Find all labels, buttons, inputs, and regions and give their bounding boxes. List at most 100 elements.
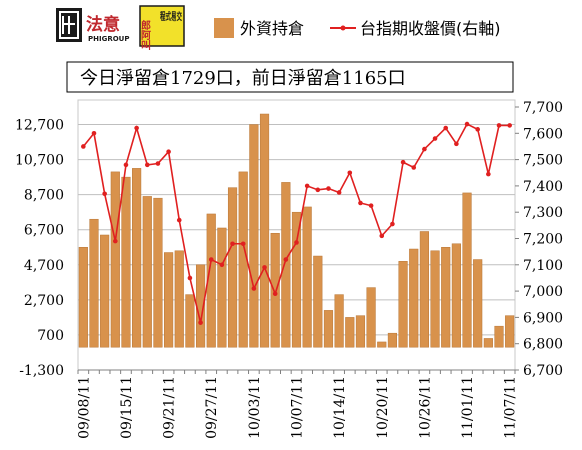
position-bar <box>473 259 483 348</box>
right-tick-label: 7,600 <box>523 126 563 142</box>
price-point <box>208 257 214 262</box>
position-bar <box>270 232 280 348</box>
legend: 外資持倉 台指期收盤價(右軸) <box>214 18 501 38</box>
right-tick-label: 7,500 <box>523 153 563 169</box>
x-tick-label: 09/21/11 <box>162 376 178 439</box>
price-point <box>272 291 278 297</box>
price-point <box>144 162 150 168</box>
position-bar <box>483 338 493 348</box>
right-tick-label: 7,000 <box>523 284 563 300</box>
left-tick-label: 8,700 <box>24 188 64 204</box>
position-bar <box>494 325 504 348</box>
x-tick-label: 09/27/11 <box>204 376 220 439</box>
left-tick-label: 2,700 <box>24 293 64 309</box>
price-point <box>507 123 512 128</box>
right-tick-label: 6,900 <box>523 310 563 326</box>
left-tick-label: 4,700 <box>24 258 64 274</box>
x-tick-label: 10/07/11 <box>290 376 306 439</box>
right-tick-label: 7,300 <box>523 205 563 221</box>
price-point <box>411 165 417 170</box>
price-point <box>464 121 470 127</box>
price-point <box>176 217 182 223</box>
chart-subtitle: 今日淨留倉1729口，前日淨留倉1165口 <box>80 68 406 89</box>
price-point <box>486 171 491 177</box>
right-tick-label: 6,800 <box>523 337 563 353</box>
stamp-left-text: 郎阿叫 <box>139 19 151 51</box>
position-bar <box>334 294 344 348</box>
price-point <box>454 141 459 147</box>
price-point <box>219 262 225 268</box>
price-point <box>134 125 139 131</box>
left-tick-label: -1,300 <box>19 363 64 379</box>
right-tick-label: 7,100 <box>523 258 563 274</box>
right-tick-label: 7,400 <box>523 179 563 195</box>
price-point <box>379 233 385 239</box>
stamp-logo: 郎阿叫 程式易交 <box>139 5 185 51</box>
position-bar <box>281 182 291 348</box>
position-bar <box>398 261 408 348</box>
x-tick-label: 10/20/11 <box>375 376 391 439</box>
position-bar <box>451 243 461 348</box>
position-bar <box>345 317 355 348</box>
position-bar <box>302 206 312 348</box>
price-point <box>475 127 480 132</box>
legend-line-label: 台指期收盤價(右軸) <box>360 19 501 38</box>
x-tick-label: 09/08/11 <box>76 376 92 439</box>
position-bar <box>313 255 323 348</box>
stamp-right-text: 程式易交 <box>160 10 182 23</box>
price-point <box>347 170 353 176</box>
position-bar <box>409 248 419 348</box>
price-point <box>262 265 267 270</box>
price-point <box>336 190 342 195</box>
position-bar <box>323 310 334 348</box>
position-bar <box>419 231 429 348</box>
price-point <box>155 161 161 166</box>
position-bar <box>387 332 398 348</box>
legend-bar-swatch <box>214 18 234 38</box>
x-tick-label: 11/01/11 <box>460 376 476 439</box>
left-tick-label: 700 <box>37 328 64 344</box>
position-bar <box>89 218 99 348</box>
x-tick-label: 10/14/11 <box>332 376 348 439</box>
legend-bar-label: 外資持倉 <box>240 19 304 38</box>
x-axis: 09/08/11 09/15/11 09/21/11 09/27/11 10/03/11… <box>76 369 519 439</box>
position-bar <box>430 250 440 348</box>
logo-mark-glyph <box>59 11 79 39</box>
position-bar <box>185 294 195 348</box>
legend-line-marker <box>340 25 346 31</box>
price-point <box>496 123 502 128</box>
logo-main-text: 法意 <box>86 14 120 35</box>
price-point <box>166 149 171 155</box>
price-point <box>102 191 107 197</box>
right-tick-label: 7,700 <box>523 100 563 116</box>
position-bar <box>121 176 131 348</box>
price-point <box>315 187 321 193</box>
price-point <box>294 240 299 245</box>
price-point <box>358 200 363 206</box>
price-point <box>422 146 427 152</box>
right-tick-label: 6,700 <box>523 363 563 379</box>
price-point <box>400 159 406 165</box>
price-point <box>283 257 289 262</box>
price-point <box>432 136 438 141</box>
price-point <box>304 183 310 189</box>
position-bar <box>217 227 227 348</box>
left-tick-label: 10,700 <box>15 153 64 169</box>
left-tick-label: 6,700 <box>24 223 64 239</box>
price-line-series <box>81 121 512 325</box>
price-point <box>251 286 257 291</box>
position-bar <box>505 315 515 348</box>
position-bar <box>249 124 259 348</box>
position-bar <box>100 234 110 348</box>
price-point <box>326 186 331 191</box>
x-tick-label: 09/15/11 <box>119 376 135 439</box>
position-bar <box>259 113 270 348</box>
left-y-axis: -1,300 700 2,700 4,700 6,700 8,700 10,700 12,70… <box>15 118 64 379</box>
subtitle-box: 今日淨留倉1729口，前日淨留倉1165口 <box>66 61 514 93</box>
position-bar <box>291 211 302 348</box>
price-point <box>230 241 235 247</box>
bars-series <box>78 113 515 348</box>
stamp-background <box>139 5 185 47</box>
price-point <box>198 320 203 325</box>
price-point <box>390 221 395 227</box>
